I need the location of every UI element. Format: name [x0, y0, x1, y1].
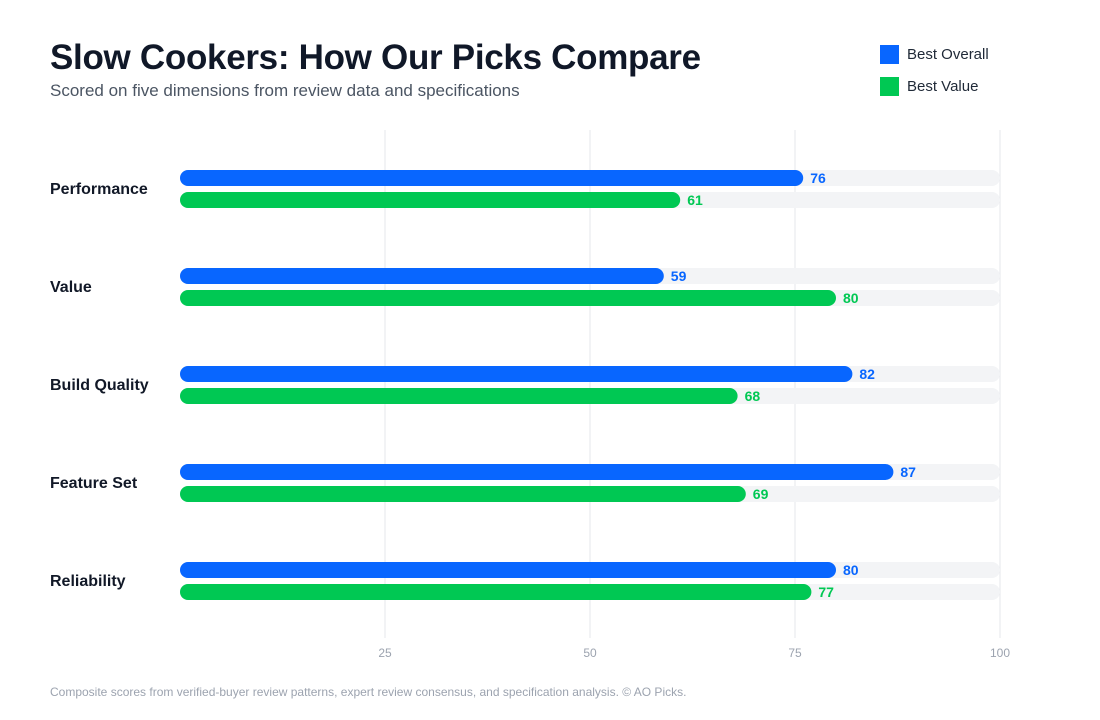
bar-feature-set-best-overall: [180, 464, 894, 480]
legend-item-best-value: Best Value: [880, 76, 989, 96]
category-label-reliability: Reliability: [50, 573, 126, 590]
x-tick-label-75: 75: [788, 646, 802, 660]
legend: Best Overall Best Value: [880, 44, 989, 108]
bar-value-best-overall: [180, 268, 664, 284]
x-tick-label-25: 25: [378, 646, 392, 660]
x-tick-label-100: 100: [990, 646, 1010, 660]
category-label-performance: Performance: [50, 181, 148, 198]
x-tick-label-50: 50: [583, 646, 597, 660]
bar-build-quality-best-value: [180, 388, 738, 404]
legend-label-best-value: Best Value: [907, 77, 979, 95]
chart-subtitle: Scored on five dimensions from review da…: [50, 81, 520, 100]
legend-item-best-overall: Best Overall: [880, 44, 989, 64]
category-label-feature-set: Feature Set: [50, 475, 138, 492]
footer-note: Composite scores from verified-buyer rev…: [50, 685, 687, 699]
value-label-build-quality-best-value: 68: [745, 388, 761, 404]
bar-chart: 25 50 75 100 Performance 76 61 Value 59 80 Build Q…: [50, 130, 1010, 660]
bar-performance-best-value: [180, 192, 681, 208]
value-label-performance-best-overall: 76: [810, 170, 826, 186]
legend-swatch-best-value: [880, 76, 899, 96]
value-label-build-quality-best-overall: 82: [859, 366, 875, 382]
value-label-reliability-best-overall: 80: [843, 562, 859, 578]
bar-value-best-value: [180, 290, 836, 306]
category-label-build-quality: Build Quality: [50, 377, 149, 394]
category-label-value: Value: [50, 279, 92, 296]
value-label-performance-best-value: 61: [687, 192, 703, 208]
bar-performance-best-overall: [180, 170, 804, 186]
value-label-feature-set-best-overall: 87: [900, 464, 916, 480]
value-label-value-best-overall: 59: [671, 268, 687, 284]
chart-title: Slow Cookers: How Our Picks Compare: [50, 38, 701, 77]
value-label-feature-set-best-value: 69: [753, 486, 769, 502]
bar-reliability-best-value: [180, 584, 812, 600]
value-label-reliability-best-value: 77: [818, 584, 834, 600]
value-label-value-best-value: 80: [843, 290, 859, 306]
bar-feature-set-best-value: [180, 486, 746, 502]
bar-reliability-best-overall: [180, 562, 836, 578]
legend-label-best-overall: Best Overall: [907, 45, 989, 63]
bar-build-quality-best-overall: [180, 366, 853, 382]
legend-swatch-best-overall: [880, 44, 899, 64]
